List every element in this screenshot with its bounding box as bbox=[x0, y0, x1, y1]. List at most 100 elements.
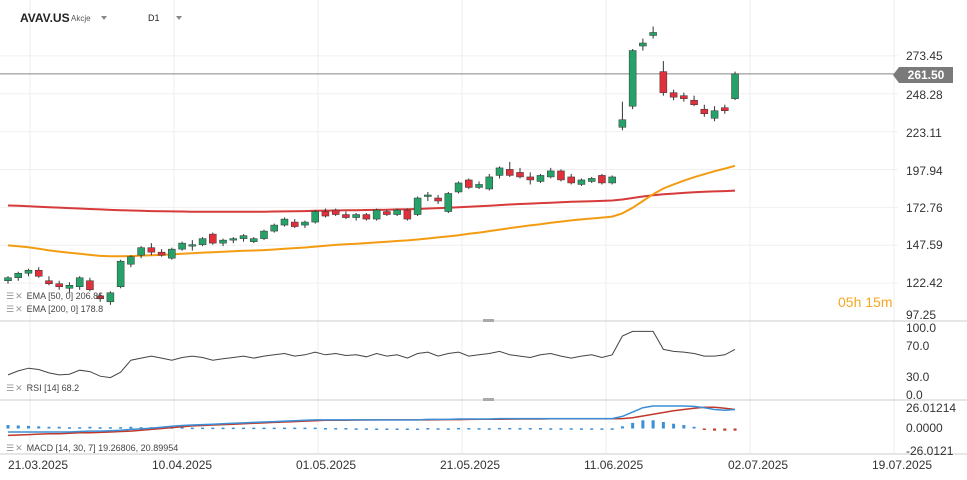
candle bbox=[444, 191, 453, 214]
macd-histogram-bar bbox=[385, 428, 389, 431]
legend-rsi-text: RSI [14] 68.2 bbox=[26, 383, 80, 393]
price-tick: 223.11 bbox=[906, 126, 942, 140]
candle bbox=[526, 172, 534, 185]
main-pane bbox=[0, 0, 898, 454]
candle-body bbox=[710, 110, 719, 119]
candle bbox=[55, 280, 63, 290]
candle bbox=[168, 247, 176, 260]
macd-histogram-bar bbox=[303, 427, 307, 430]
candle-body bbox=[475, 184, 483, 188]
macd-histogram-bar bbox=[16, 425, 20, 429]
macd-histogram-bar bbox=[26, 425, 30, 429]
macd-histogram-bar bbox=[180, 427, 184, 429]
timeframe-dropdown-icon[interactable] bbox=[176, 16, 182, 20]
candle bbox=[557, 169, 565, 182]
settings-grip-icon[interactable]: ☰✕ bbox=[6, 291, 24, 301]
candle bbox=[628, 49, 637, 110]
candle-body bbox=[311, 211, 319, 223]
legend-ema200[interactable]: ☰✕ EMA [200, 0] 178.8 bbox=[6, 304, 103, 315]
candle-body bbox=[567, 176, 575, 184]
candle-body bbox=[608, 176, 616, 184]
legend-ema200-text: EMA [200, 0] 178.8 bbox=[26, 304, 104, 314]
candle bbox=[209, 232, 217, 245]
rsi-tick: 0.0 bbox=[906, 388, 923, 402]
candle-body bbox=[516, 172, 524, 178]
macd-histogram-bar bbox=[436, 428, 440, 430]
macd-histogram-bar bbox=[641, 420, 645, 429]
date-tick: 10.04.2025 bbox=[152, 458, 213, 472]
macd-histogram-bar bbox=[610, 428, 614, 430]
candle-body bbox=[280, 218, 289, 226]
macd-histogram-bar bbox=[590, 428, 594, 430]
candle bbox=[608, 175, 616, 185]
legend-rsi[interactable]: ☰✕ RSI [14] 68.2 bbox=[6, 383, 79, 394]
macd-histogram-bar bbox=[108, 427, 112, 429]
price-tick: 172.76 bbox=[906, 201, 943, 215]
symbol-dropdown-icon[interactable] bbox=[101, 16, 107, 20]
candle bbox=[424, 191, 432, 202]
settings-grip-icon[interactable]: ☰✕ bbox=[6, 383, 24, 393]
candle-body bbox=[75, 277, 84, 288]
macd-histogram-bar bbox=[713, 428, 717, 431]
macd-histogram-bar bbox=[518, 428, 522, 430]
candle bbox=[178, 241, 186, 251]
candle bbox=[188, 240, 197, 251]
candle bbox=[65, 282, 74, 293]
date-tick: 11.06.2025 bbox=[584, 458, 644, 472]
pane-resize-handle-rsi[interactable] bbox=[483, 319, 494, 322]
candle-body bbox=[721, 107, 729, 111]
macd-histogram-bar bbox=[252, 427, 256, 430]
candle bbox=[546, 167, 555, 179]
macd-histogram-bar bbox=[231, 427, 235, 430]
last-price-badge: 261.50 bbox=[893, 67, 953, 83]
candle-body bbox=[321, 211, 330, 217]
candle-body bbox=[188, 244, 197, 247]
candle bbox=[403, 208, 412, 221]
macd-histogram-bar bbox=[405, 428, 409, 431]
macd-histogram-bar bbox=[651, 420, 655, 429]
candle-body bbox=[331, 209, 340, 215]
candle-body bbox=[577, 179, 586, 185]
settings-grip-icon[interactable]: ☰✕ bbox=[6, 443, 24, 453]
candle-body bbox=[598, 175, 606, 184]
candle bbox=[465, 178, 473, 189]
candle bbox=[372, 208, 381, 221]
candle-body bbox=[229, 238, 238, 241]
candle-body bbox=[239, 235, 248, 239]
macd-histogram-bar bbox=[119, 427, 123, 429]
legend-ema50[interactable]: ☰✕ EMA [50, 0] 206.86 bbox=[6, 291, 103, 302]
candles bbox=[4, 26, 739, 305]
pane-resize-handle-macd[interactable] bbox=[483, 398, 494, 401]
macd-histogram-bar bbox=[682, 425, 686, 429]
candle bbox=[342, 211, 350, 220]
candle-body bbox=[465, 179, 473, 188]
macd-histogram-bar bbox=[733, 428, 737, 431]
candle bbox=[536, 173, 545, 183]
legend-macd[interactable]: ☰✕ MACD [14, 30, 7] 19.26806, 20.89954 bbox=[6, 443, 178, 454]
macd-histogram-bar bbox=[262, 427, 266, 430]
candle bbox=[495, 166, 504, 179]
macd-histogram-bar bbox=[426, 428, 430, 430]
candle bbox=[331, 208, 340, 217]
candle-body bbox=[495, 167, 504, 176]
candle bbox=[34, 267, 43, 278]
candle bbox=[659, 61, 668, 96]
date-tick: 21.05.2025 bbox=[440, 458, 501, 472]
timeframe-selector[interactable]: D1 bbox=[148, 13, 160, 23]
macd-histogram-bar bbox=[579, 428, 583, 430]
symbol-label[interactable]: AVAV.US bbox=[20, 11, 70, 25]
candle bbox=[485, 173, 494, 191]
candle-body bbox=[383, 211, 391, 215]
settings-grip-icon[interactable]: ☰✕ bbox=[6, 304, 24, 314]
macd-histogram-bar bbox=[661, 422, 665, 429]
candle-body bbox=[700, 108, 709, 114]
price-tick: 197.94 bbox=[906, 164, 943, 178]
candle-body bbox=[14, 272, 22, 278]
macd-histogram-bar bbox=[569, 428, 573, 430]
candle bbox=[413, 196, 422, 217]
macd-histogram-bar bbox=[344, 428, 348, 430]
macd-histogram-bar bbox=[47, 426, 51, 429]
candle bbox=[198, 237, 207, 247]
candle-body bbox=[362, 214, 371, 220]
